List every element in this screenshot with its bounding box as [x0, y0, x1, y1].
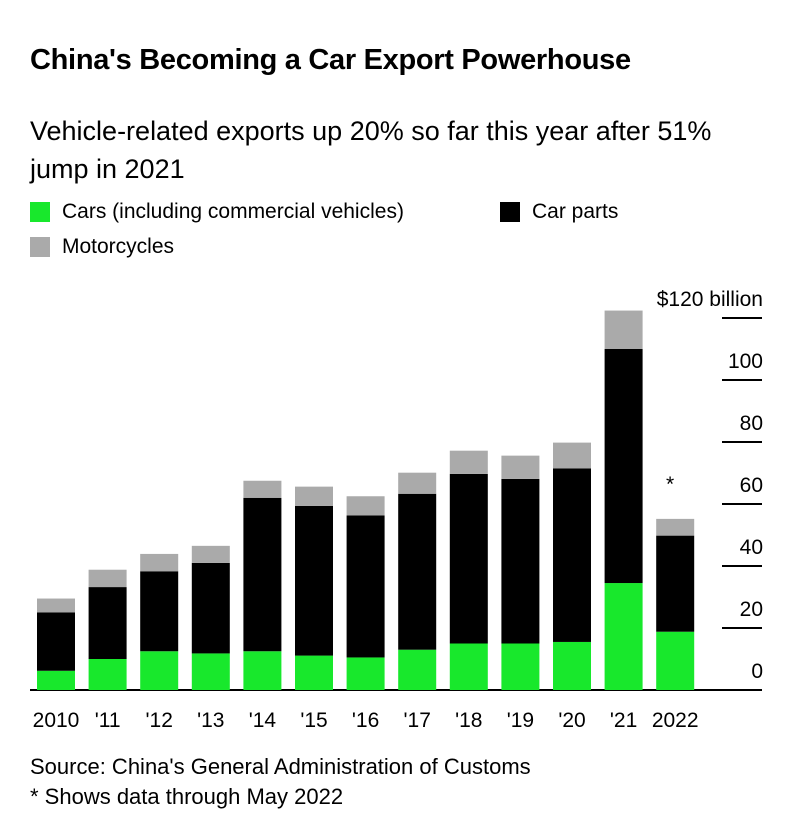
bar-cars — [656, 631, 695, 690]
bar-car-parts — [140, 571, 179, 652]
legend-item-car-parts: Car parts — [500, 200, 618, 224]
bar-motorcycles — [346, 496, 385, 516]
legend-item-cars: Cars (including commercial vehicles) — [30, 200, 404, 224]
bar-car-parts — [37, 612, 75, 671]
x-tick-label: 2022 — [652, 709, 699, 732]
y-tick-label: 20 — [740, 598, 763, 621]
x-tick-label: '15 — [300, 709, 327, 732]
x-tick-label: '20 — [558, 709, 585, 732]
x-tick-label: '12 — [146, 709, 173, 732]
bar-car-parts — [604, 349, 643, 584]
bar-motorcycles — [191, 545, 230, 563]
x-tick-label: 2010 — [33, 709, 80, 732]
bar-cars — [346, 657, 385, 690]
y-tick-label: 80 — [740, 412, 763, 435]
x-tick-label: '19 — [507, 709, 534, 732]
bar-motorcycles — [449, 450, 488, 474]
bar-motorcycles — [656, 518, 695, 536]
legend-label-cars: Cars (including commercial vehicles) — [62, 200, 404, 223]
x-tick-label: '18 — [455, 709, 482, 732]
bar-cars — [243, 651, 282, 690]
bar-motorcycles — [37, 598, 75, 613]
bar-cars — [553, 641, 591, 690]
bar-car-parts — [553, 468, 591, 642]
bar-motorcycles — [553, 442, 591, 469]
bar-car-parts — [295, 505, 333, 656]
bar-cars — [140, 651, 179, 690]
footer: Source: China's General Administration o… — [30, 752, 531, 812]
x-tick-label: '11 — [95, 709, 121, 732]
legend-swatch-car-parts — [500, 202, 520, 222]
legend-item-motorcycles: Motorcycles — [30, 235, 174, 259]
bar-motorcycles — [140, 553, 179, 572]
bar-cars — [88, 659, 127, 690]
bar-motorcycles — [243, 480, 282, 498]
bar-cars — [295, 655, 333, 690]
bar-motorcycles — [604, 310, 643, 349]
y-tick-label: 40 — [740, 536, 763, 559]
bar-motorcycles — [398, 472, 437, 494]
bar-annotation: * — [666, 473, 674, 496]
bar-car-parts — [243, 497, 282, 652]
y-tick-label: 60 — [740, 474, 763, 497]
chart-title: China's Becoming a Car Export Powerhouse — [30, 44, 631, 76]
bar-cars — [501, 643, 540, 690]
bar-cars — [398, 649, 437, 690]
bar-car-parts — [191, 562, 230, 654]
bar-motorcycles — [295, 486, 333, 506]
legend-swatch-motorcycles — [30, 237, 50, 257]
bar-cars — [37, 670, 75, 690]
legend-label-motorcycles: Motorcycles — [62, 235, 175, 258]
y-tick-label: $120 billion — [657, 288, 763, 311]
bar-cars — [604, 583, 643, 690]
chart-subtitle: Vehicle-related exports up 20% so far th… — [30, 116, 712, 184]
bar-car-parts — [501, 478, 540, 644]
bar-motorcycles — [88, 569, 127, 588]
x-tick-label: '21 — [610, 709, 637, 732]
bar-motorcycles — [501, 455, 540, 479]
bar-car-parts — [88, 587, 127, 659]
bar-cars — [191, 653, 230, 690]
y-tick-label: 100 — [728, 350, 763, 373]
source-note: Source: China's General Administration o… — [30, 754, 531, 779]
bar-car-parts — [346, 515, 385, 658]
x-tick-label: '13 — [197, 709, 224, 732]
y-tick-label: 0 — [751, 660, 763, 683]
bar-car-parts — [656, 535, 695, 632]
footnote: * Shows data through May 2022 — [30, 784, 344, 809]
bar-car-parts — [449, 473, 488, 644]
legend-label-car-parts: Car parts — [532, 200, 619, 223]
legend-swatch-cars — [30, 202, 50, 222]
x-tick-label: '16 — [352, 709, 379, 732]
bar-car-parts — [398, 493, 437, 650]
bar-cars — [449, 643, 488, 690]
x-tick-label: '17 — [404, 709, 431, 732]
x-tick-label: '14 — [249, 709, 277, 732]
